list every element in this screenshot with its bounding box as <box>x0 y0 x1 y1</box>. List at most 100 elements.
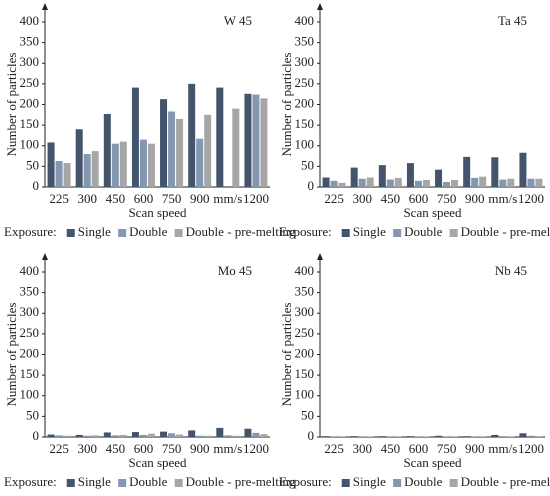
legend-swatch <box>393 479 402 487</box>
bar <box>519 433 527 437</box>
bar <box>527 178 535 187</box>
bar <box>338 182 346 187</box>
bar <box>491 157 499 187</box>
legend-label: Single <box>78 474 111 489</box>
y-axis-arrow <box>42 3 48 10</box>
x-tick-label: 1200 <box>518 441 544 456</box>
bar <box>55 161 63 187</box>
x-tick-label: mm/s <box>488 191 517 206</box>
x-tick-label: 1200 <box>243 191 269 206</box>
bar <box>350 436 358 437</box>
bar <box>322 436 330 437</box>
x-axis-label: Scan speed <box>128 205 187 220</box>
x-tick-label: 600 <box>409 191 429 206</box>
y-tick-label: 400 <box>20 13 40 28</box>
bar <box>139 139 147 187</box>
bar <box>160 431 168 437</box>
x-tick-label: 750 <box>437 191 457 206</box>
bar <box>176 434 184 437</box>
bar <box>119 434 127 437</box>
bar <box>196 138 204 187</box>
bar <box>176 118 184 187</box>
x-tick-label: 1200 <box>518 191 544 206</box>
y-tick-label: 250 <box>295 75 315 90</box>
bar <box>378 165 386 187</box>
legend-label: Double - pre-melting <box>461 474 550 489</box>
y-tick-label: 300 <box>20 54 40 69</box>
x-tick-label: mm/s <box>213 191 242 206</box>
legend-title: Exposure: <box>279 224 332 239</box>
y-tick-label: 200 <box>295 345 315 360</box>
x-tick-label: 450 <box>106 441 126 456</box>
y-tick-label: 150 <box>20 116 40 131</box>
bar <box>260 434 268 437</box>
x-tick-label: 1200 <box>243 441 269 456</box>
bar <box>224 435 232 437</box>
y-axis-label: Number of particles <box>4 53 19 157</box>
bar <box>463 156 471 187</box>
bar <box>47 142 55 187</box>
legend-swatch <box>118 479 127 487</box>
legend-label: Double <box>404 474 443 489</box>
y-tick-label: 350 <box>295 34 315 49</box>
y-tick-label: 400 <box>20 263 40 278</box>
bar <box>63 163 71 187</box>
bar <box>204 114 212 187</box>
bar <box>394 177 402 187</box>
panel-title: W 45 <box>224 13 252 28</box>
legend-title: Exposure: <box>279 474 332 489</box>
y-tick-label: 0 <box>308 428 315 443</box>
bar <box>463 436 471 437</box>
y-tick-label: 100 <box>20 387 40 402</box>
y-axis-arrow <box>317 3 323 10</box>
bar <box>378 436 386 437</box>
bar <box>435 435 443 437</box>
legend-swatch <box>118 229 127 237</box>
y-axis-label: Number of particles <box>279 53 294 157</box>
legend-title: Exposure: <box>4 224 57 239</box>
legend-swatch <box>449 229 458 237</box>
bar <box>443 182 451 187</box>
legend-swatch <box>449 479 458 487</box>
bar <box>358 178 366 187</box>
bar <box>196 435 204 437</box>
bar <box>103 113 111 187</box>
panel-title: Mo 45 <box>218 263 252 278</box>
bar <box>168 433 176 437</box>
bar <box>366 177 374 187</box>
y-tick-label: 300 <box>20 304 40 319</box>
bar <box>252 432 260 437</box>
bar <box>435 169 443 187</box>
bar <box>535 436 543 437</box>
y-tick-label: 250 <box>20 75 40 90</box>
legend-swatch <box>341 229 350 237</box>
x-tick-label: 750 <box>162 191 182 206</box>
bar <box>507 178 515 187</box>
legend-swatch <box>393 229 402 237</box>
bar <box>406 436 414 437</box>
bar <box>232 108 240 187</box>
legend-swatch <box>174 479 183 487</box>
legend-title: Exposure: <box>4 474 57 489</box>
y-axis-arrow <box>42 253 48 260</box>
y-tick-label: 150 <box>295 366 315 381</box>
bar <box>168 111 176 187</box>
x-axis-label: Scan speed <box>403 205 462 220</box>
bar <box>322 177 330 187</box>
bar <box>499 436 507 437</box>
x-tick-label: 300 <box>352 191 372 206</box>
y-tick-label: 250 <box>295 325 315 340</box>
bar <box>252 94 260 187</box>
x-tick-label: 450 <box>106 191 126 206</box>
x-tick-label: 300 <box>77 441 97 456</box>
bar <box>83 154 91 187</box>
panel-title: Nb 45 <box>495 263 527 278</box>
bar <box>216 87 224 187</box>
bar <box>519 152 527 187</box>
legend-label: Double - pre-melting <box>186 224 296 239</box>
y-tick-label: 250 <box>20 325 40 340</box>
y-tick-label: 50 <box>301 157 314 172</box>
y-tick-label: 50 <box>301 407 314 422</box>
bar <box>160 99 168 187</box>
bar <box>63 435 71 437</box>
